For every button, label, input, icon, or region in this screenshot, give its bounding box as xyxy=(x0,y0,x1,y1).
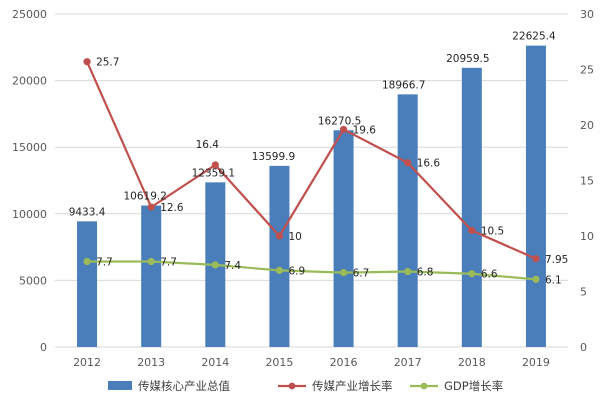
bar xyxy=(525,45,546,348)
y-right-tick-label: 30 xyxy=(580,8,594,21)
y-right-tick-label: 5 xyxy=(580,286,587,299)
y-left-tick-label: 25000 xyxy=(12,8,47,21)
y-right-tick-label: 20 xyxy=(580,119,594,132)
gdp-growth-rate-label: 6.7 xyxy=(353,268,370,280)
legend-label: 传媒核心产业总值 xyxy=(138,379,230,393)
gdp-growth-rate-point xyxy=(468,270,476,278)
gdp-growth-rate-line xyxy=(87,260,537,281)
legend-swatch-marker xyxy=(420,382,428,390)
bar xyxy=(77,221,98,347)
y-left-tick-label: 20000 xyxy=(12,75,47,88)
media-growth-rate-label: 16.4 xyxy=(196,139,220,151)
bar-value-label: 13599.9 xyxy=(252,151,295,163)
bar xyxy=(141,205,162,347)
y-left-tick-label: 10000 xyxy=(12,208,47,221)
media-growth-rate-label: 10.5 xyxy=(481,225,504,237)
gdp-growth-rate-label: 6.1 xyxy=(545,274,562,286)
gdp-growth-rate-label: 6.9 xyxy=(288,265,305,277)
media-growth-rate-label: 7.95 xyxy=(545,254,568,266)
x-tick-label: 2015 xyxy=(265,356,293,369)
legend-swatch-marker xyxy=(288,382,296,390)
bar xyxy=(461,67,482,347)
media-growth-rate-point xyxy=(404,159,412,167)
bar-value-label: 12359.1 xyxy=(192,167,235,179)
legend-label: GDP增长率 xyxy=(444,379,503,393)
gdp-growth-rate-point xyxy=(147,257,155,266)
y-left-tick-label: 0 xyxy=(40,341,47,354)
gdp-growth-rate-point xyxy=(275,266,284,275)
y-right-tick-label: 25 xyxy=(580,64,594,77)
media-growth-rate-point xyxy=(339,125,348,134)
x-tick-label: 2016 xyxy=(330,356,358,369)
media-growth-rate-point xyxy=(532,255,540,263)
y-right-tick-label: 15 xyxy=(580,175,594,188)
bar-value-label: 18966.7 xyxy=(382,79,425,91)
media-growth-rate-label: 19.6 xyxy=(353,124,377,136)
media-growth-rate-label: 12.6 xyxy=(160,202,184,214)
y-left-tick-label: 5000 xyxy=(19,274,47,287)
bar-value-label: 10619.2 xyxy=(123,191,166,203)
bar-value-label: 16270.5 xyxy=(318,115,361,127)
media-growth-rate-line xyxy=(86,61,537,260)
media-growth-rate-point xyxy=(468,226,476,235)
legend-swatch-bar xyxy=(108,381,132,390)
gdp-growth-rate-point xyxy=(83,257,91,266)
media-growth-rate-point xyxy=(211,161,219,169)
gdp-growth-rate-point xyxy=(211,261,219,269)
bar xyxy=(269,165,290,347)
x-tick-label: 2019 xyxy=(522,356,550,369)
gdp-growth-rate-point xyxy=(339,269,348,277)
bar-value-label: 9433.4 xyxy=(69,206,106,218)
bar-value-label: 20959.5 xyxy=(446,53,489,65)
x-tick-label: 2013 xyxy=(137,356,165,369)
gdp-growth-rate-point xyxy=(532,275,540,283)
x-tick-label: 2014 xyxy=(201,356,229,369)
x-tick-label: 2017 xyxy=(394,356,422,369)
media-growth-rate-label: 25.7 xyxy=(96,57,119,69)
gdp-growth-rate-label: 7.7 xyxy=(160,257,177,269)
media-growth-rate-point xyxy=(83,58,91,66)
gdp-growth-rate-label: 6.8 xyxy=(417,267,434,279)
media-growth-rate-label: 10 xyxy=(288,231,301,243)
gdp-growth-rate-label: 7.7 xyxy=(96,257,113,269)
y-left-tick-label: 15000 xyxy=(12,141,47,154)
gdp-growth-rate-point xyxy=(404,267,412,276)
bar xyxy=(333,130,354,347)
gdp-growth-rate-label: 6.6 xyxy=(481,269,498,281)
legend-label: 传媒产业增长率 xyxy=(312,379,393,393)
media-growth-rate-point xyxy=(275,232,284,240)
gdp-growth-rate-label: 7.4 xyxy=(224,260,241,272)
x-tick-label: 2012 xyxy=(73,356,101,369)
bar-value-label: 22625.4 xyxy=(512,31,556,43)
x-tick-label: 2018 xyxy=(458,356,486,369)
media-growth-rate-label: 16.6 xyxy=(417,158,441,170)
y-right-tick-label: 0 xyxy=(580,341,587,354)
y-right-tick-label: 10 xyxy=(580,230,594,243)
media-growth-rate-point xyxy=(147,203,155,211)
bar xyxy=(397,94,418,347)
